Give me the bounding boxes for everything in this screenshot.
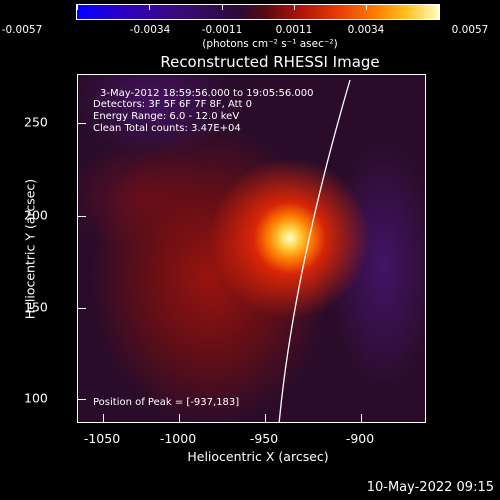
colorbar-tick bbox=[222, 5, 223, 10]
colorbar-tick bbox=[77, 5, 78, 10]
solar-limb-line bbox=[278, 79, 351, 422]
x-axis-title: Heliocentric X (arcsec) bbox=[187, 449, 329, 464]
x-major-tick bbox=[103, 414, 104, 422]
colorbar-tick bbox=[294, 5, 295, 10]
colorbar-tick bbox=[366, 5, 367, 10]
colorbar-label: -0.0057 bbox=[1, 24, 43, 36]
colorbar-label: 0.0034 bbox=[347, 24, 385, 36]
colorbar-label: 0.0057 bbox=[451, 24, 489, 36]
clean-info: Clean Total counts: 3.47E+04 bbox=[93, 123, 241, 134]
y-major-tick bbox=[78, 308, 86, 309]
y-tick-label: 100 bbox=[24, 390, 48, 406]
y-major-tick bbox=[78, 399, 86, 400]
y-tick-label: 250 bbox=[24, 114, 48, 130]
plot-title: Reconstructed RHESSI Image bbox=[160, 53, 380, 71]
y-tick-label: 150 bbox=[24, 299, 48, 315]
colorbar-label: -0.0034 bbox=[129, 24, 171, 36]
colorbar-tick bbox=[438, 5, 439, 10]
x-tick-label: -1000 bbox=[159, 431, 197, 446]
colorbar-units: (photons cm⁻² s⁻¹ asec⁻²) bbox=[202, 38, 338, 50]
colorbar-label: 0.0011 bbox=[275, 24, 313, 36]
y-tick-label: 200 bbox=[24, 207, 48, 223]
rhessi-image bbox=[77, 74, 426, 423]
x-major-tick bbox=[361, 414, 362, 422]
detectors-info: Detectors: 3F 5F 6F 7F 8F, Att 0 bbox=[93, 99, 253, 110]
energy-range: Energy Range: 6.0 - 12.0 keV bbox=[93, 111, 240, 122]
x-major-tick bbox=[265, 414, 266, 422]
timestamp: 10-May-2022 09:15 bbox=[366, 480, 494, 495]
colorbar bbox=[76, 4, 440, 20]
x-tick-label: -950 bbox=[249, 431, 279, 446]
time-range: 3-May-2012 18:59:56.000 to 19:05:56.000 bbox=[100, 88, 314, 99]
y-major-tick bbox=[78, 216, 86, 217]
y-axis-title: Heliocentric Y (arcsec) bbox=[22, 178, 38, 320]
colorbar-tick bbox=[149, 5, 150, 10]
y-major-tick bbox=[78, 123, 86, 124]
peak-position: Position of Peak = [-937,183] bbox=[93, 397, 240, 408]
x-tick-label: -900 bbox=[345, 431, 375, 446]
colorbar-label: -0.0011 bbox=[201, 24, 243, 36]
x-major-tick bbox=[179, 414, 180, 422]
x-tick-label: -1050 bbox=[83, 431, 121, 446]
